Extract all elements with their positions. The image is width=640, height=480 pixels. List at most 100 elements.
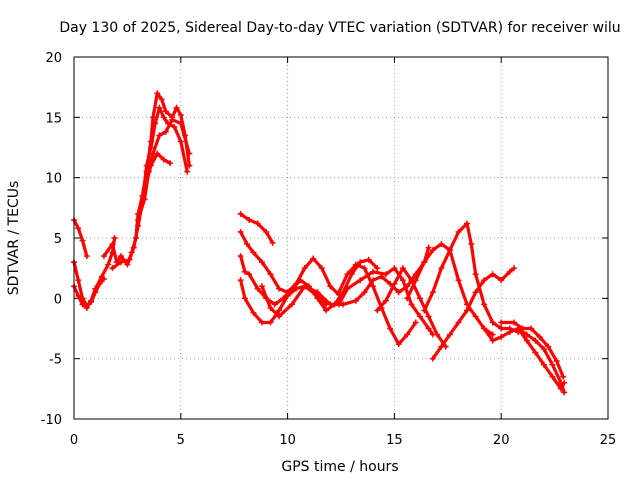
data-point-marker xyxy=(156,104,163,111)
data-point-marker xyxy=(425,325,432,332)
series-arc-20 xyxy=(498,319,567,380)
data-point-marker xyxy=(271,301,278,308)
data-point-marker xyxy=(237,253,244,260)
data-point-marker xyxy=(154,90,161,97)
series-arc-13 xyxy=(335,261,419,348)
series-line xyxy=(337,262,418,346)
data-point-marker xyxy=(130,244,137,251)
y-axis-label: SDTVAR / TECUs xyxy=(6,181,22,296)
data-point-marker xyxy=(506,268,513,275)
data-point-marker xyxy=(515,325,522,332)
data-point-marker xyxy=(109,265,116,272)
x-tick-label: 0 xyxy=(70,433,78,448)
data-point-marker xyxy=(438,343,445,350)
data-point-marker xyxy=(455,228,462,235)
data-point-marker xyxy=(258,319,265,326)
data-point-marker xyxy=(100,253,107,260)
series-arc-5 xyxy=(109,104,191,272)
data-point-marker xyxy=(323,307,330,314)
data-point-marker xyxy=(276,307,283,314)
y-tick-label: 5 xyxy=(54,232,62,247)
data-point-marker xyxy=(135,216,142,223)
y-tick-label: 10 xyxy=(45,172,62,187)
series-arc-6 xyxy=(135,116,193,223)
data-point-marker xyxy=(481,325,488,332)
series-arc-15 xyxy=(374,265,449,350)
data-point-marker xyxy=(352,297,359,304)
data-point-marker xyxy=(293,285,300,292)
data-point-marker xyxy=(171,123,178,130)
series-arc-8 xyxy=(237,210,276,246)
data-point-marker xyxy=(391,280,398,287)
data-point-marker xyxy=(284,292,291,299)
data-point-marker xyxy=(489,331,496,338)
data-point-marker xyxy=(297,277,304,284)
x-tick-label: 25 xyxy=(600,433,617,448)
series-arc-18 xyxy=(421,220,522,336)
series-arc-12 xyxy=(258,283,330,320)
x-tick-label: 10 xyxy=(279,433,296,448)
data-point-marker xyxy=(536,333,543,340)
data-point-marker xyxy=(395,289,402,296)
data-point-marker xyxy=(258,283,265,290)
series-line xyxy=(239,246,431,325)
data-point-marker xyxy=(75,225,82,232)
data-point-marker xyxy=(455,277,462,284)
y-tick-label: 20 xyxy=(45,51,62,66)
data-point-marker xyxy=(365,256,372,263)
series-line xyxy=(110,106,189,270)
data-point-marker xyxy=(152,120,159,127)
data-point-marker xyxy=(370,268,377,275)
data-point-marker xyxy=(523,331,530,338)
data-point-marker xyxy=(357,259,364,266)
data-point-marker xyxy=(244,241,251,248)
data-point-marker xyxy=(237,228,244,235)
data-point-marker xyxy=(540,361,547,368)
data-point-marker xyxy=(156,132,163,139)
data-point-marker xyxy=(92,285,99,292)
data-point-marker xyxy=(399,265,406,272)
data-point-marker xyxy=(425,313,432,320)
data-point-marker xyxy=(263,228,270,235)
data-point-marker xyxy=(327,283,334,290)
data-point-marker xyxy=(250,249,257,256)
data-point-marker xyxy=(135,222,142,229)
data-point-marker xyxy=(258,259,265,266)
data-point-marker xyxy=(429,247,436,254)
data-point-marker xyxy=(109,241,116,248)
data-point-marker xyxy=(250,309,257,316)
data-point-marker xyxy=(141,186,148,193)
data-point-marker xyxy=(395,341,402,348)
data-point-marker xyxy=(421,307,428,314)
data-point-marker xyxy=(241,295,248,302)
data-point-marker xyxy=(267,319,274,326)
data-point-marker xyxy=(126,256,133,263)
data-point-marker xyxy=(361,289,368,296)
data-point-marker xyxy=(173,104,180,111)
data-point-marker xyxy=(111,235,118,241)
series-line xyxy=(239,254,379,312)
data-point-marker xyxy=(417,295,424,302)
data-point-marker xyxy=(267,271,274,278)
y-tick-label: 0 xyxy=(54,292,62,307)
series-arc-10 xyxy=(237,253,381,314)
data-point-marker xyxy=(237,277,244,284)
data-point-marker xyxy=(83,253,90,260)
data-point-marker xyxy=(399,277,406,284)
data-point-marker xyxy=(382,297,389,304)
data-point-marker xyxy=(472,289,479,296)
data-point-marker xyxy=(276,313,283,320)
data-point-marker xyxy=(79,237,86,244)
data-point-marker xyxy=(382,271,389,278)
data-point-marker xyxy=(117,259,124,266)
data-point-marker xyxy=(352,261,359,268)
data-point-marker xyxy=(404,331,411,338)
data-point-marker xyxy=(374,265,381,272)
data-point-marker xyxy=(540,346,547,353)
data-point-marker xyxy=(335,301,342,308)
data-point-marker xyxy=(532,337,539,344)
y-tick-label: -5 xyxy=(49,353,62,368)
data-point-marker xyxy=(246,216,253,223)
